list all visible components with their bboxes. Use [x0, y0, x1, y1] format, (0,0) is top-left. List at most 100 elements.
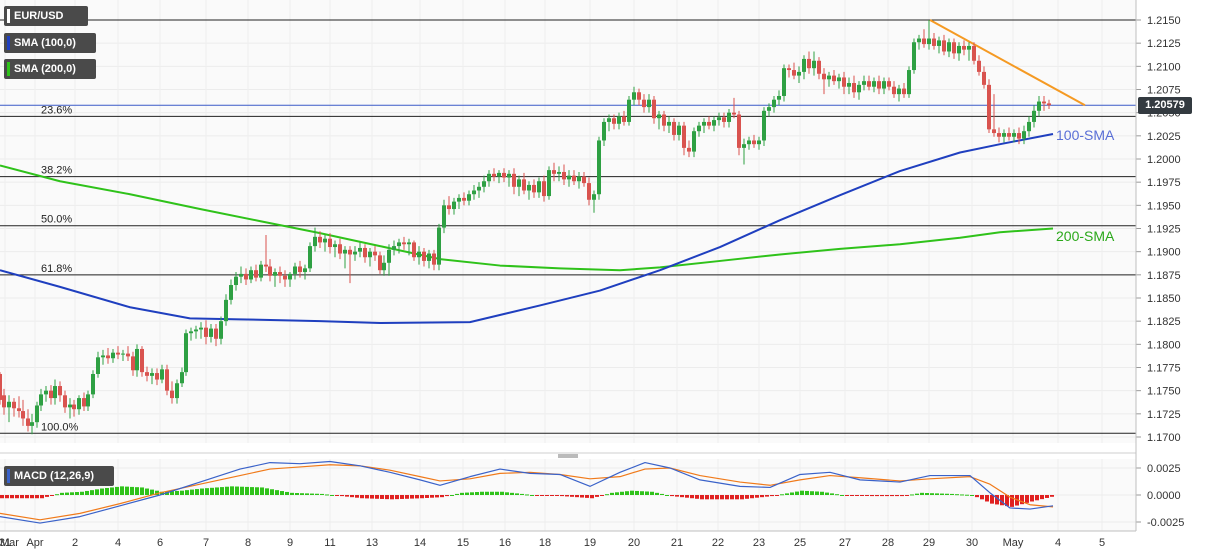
- candle-body: [552, 170, 556, 174]
- legend-symbol[interactable]: EUR/USD: [4, 6, 88, 26]
- candle-body: [832, 75, 836, 82]
- candle-body: [537, 181, 541, 193]
- candle-body: [512, 173, 516, 187]
- price-tick-label: 1.1800: [1147, 339, 1181, 351]
- macd-histogram-bar: [300, 493, 304, 495]
- macd-histogram-bar: [10, 495, 14, 499]
- candle-body: [30, 422, 34, 426]
- legend-symbol-label: EUR/USD: [14, 10, 64, 22]
- macd-histogram-bar: [815, 491, 819, 495]
- candle-body: [53, 386, 57, 399]
- candle-body: [992, 129, 996, 134]
- time-tick-label: 25: [794, 537, 806, 549]
- candle-body: [145, 372, 149, 376]
- candle-body: [652, 99, 656, 119]
- candle-body: [682, 125, 686, 148]
- candle-body: [852, 83, 856, 93]
- candle-body: [26, 418, 30, 426]
- macd-histogram-bar: [375, 495, 379, 499]
- macd-histogram-bar: [725, 495, 729, 500]
- macd-histogram-bar: [655, 492, 659, 495]
- macd-histogram-bar: [260, 487, 264, 495]
- fib-label: 23.6%: [41, 104, 72, 116]
- candle-body: [229, 285, 233, 300]
- legend-sma200[interactable]: SMA (200,0): [4, 59, 96, 79]
- macd-histogram-bar: [905, 495, 909, 496]
- candle-body: [273, 272, 277, 276]
- candle-body: [702, 121, 706, 126]
- candle-body: [822, 73, 826, 80]
- fib-label: 100.0%: [41, 421, 79, 433]
- macd-histogram-bar: [950, 493, 954, 495]
- candle-body: [378, 255, 382, 271]
- macd-histogram-bar: [115, 486, 119, 495]
- legend-macd[interactable]: MACD (12,26,9): [4, 466, 114, 486]
- candle-body: [368, 251, 372, 258]
- candle-body: [427, 253, 431, 261]
- macd-histogram-bar: [775, 495, 779, 496]
- candle-body: [150, 373, 154, 376]
- macd-histogram-bar: [85, 490, 89, 495]
- legend-swatch: [7, 469, 10, 483]
- candle-body: [522, 179, 526, 191]
- macd-histogram-bar: [350, 495, 354, 498]
- macd-histogram-bar: [450, 495, 454, 496]
- macd-histogram-bar: [130, 486, 134, 495]
- candle-body: [837, 77, 841, 82]
- time-tick-label: 19: [584, 537, 596, 549]
- macd-histogram-bar: [705, 495, 709, 500]
- candle-body: [12, 401, 16, 409]
- candle-body: [792, 70, 796, 76]
- macd-histogram-bar: [1040, 495, 1044, 500]
- candle-body: [313, 236, 317, 247]
- macd-histogram-bar: [370, 495, 374, 499]
- candle-body: [567, 175, 571, 180]
- macd-histogram-bar: [5, 495, 9, 499]
- macd-histogram-bar: [380, 495, 384, 499]
- price-tick-label: 1.2100: [1147, 61, 1181, 73]
- candle-body: [912, 42, 916, 71]
- macd-tick-label: 0.0025: [1147, 463, 1181, 475]
- macd-histogram-bar: [675, 495, 679, 497]
- sma200-label: 200-SMA: [1056, 228, 1115, 244]
- macd-histogram-bar: [885, 495, 889, 497]
- time-tick-label: 5: [1099, 537, 1105, 549]
- macd-histogram-bar: [580, 495, 584, 498]
- candle-body: [318, 236, 322, 243]
- macd-histogram-bar: [245, 486, 249, 495]
- macd-histogram-bar: [840, 495, 844, 496]
- macd-histogram-bar: [285, 491, 289, 495]
- macd-histogram-bar: [420, 495, 424, 499]
- macd-histogram-bar: [720, 495, 724, 500]
- macd-histogram-bar: [510, 492, 514, 495]
- candle-body: [897, 88, 901, 95]
- macd-histogram-bar: [1020, 495, 1024, 505]
- macd-histogram-bar: [770, 495, 774, 497]
- candle-body: [382, 262, 386, 271]
- macd-histogram-bar: [630, 490, 634, 495]
- plot-background: [0, 0, 1136, 443]
- macd-histogram-bar: [915, 493, 919, 495]
- time-tick-label: 8: [245, 537, 251, 549]
- price-tick-label: 1.1825: [1147, 316, 1181, 328]
- price-tick-label: 1.1950: [1147, 200, 1181, 212]
- macd-histogram-bar: [740, 495, 744, 500]
- candle-body: [373, 251, 377, 256]
- legend-sma100[interactable]: SMA (100,0): [4, 33, 96, 53]
- macd-histogram-bar: [105, 487, 109, 495]
- macd-histogram-bar: [565, 495, 569, 497]
- macd-histogram-bar: [435, 495, 439, 498]
- time-tick-label: 2: [72, 537, 78, 549]
- macd-histogram-bar: [405, 495, 409, 499]
- macd-histogram-bar: [685, 495, 689, 498]
- candle-body: [457, 197, 461, 202]
- macd-histogram-bar: [575, 495, 579, 498]
- candle-body: [582, 176, 586, 184]
- candle-body: [672, 121, 676, 135]
- macd-histogram-bar: [100, 488, 104, 495]
- macd-histogram-bar: [290, 492, 294, 495]
- candle-body: [343, 249, 347, 254]
- macd-histogram-bar: [280, 491, 284, 495]
- time-tick-label: 16: [499, 537, 511, 549]
